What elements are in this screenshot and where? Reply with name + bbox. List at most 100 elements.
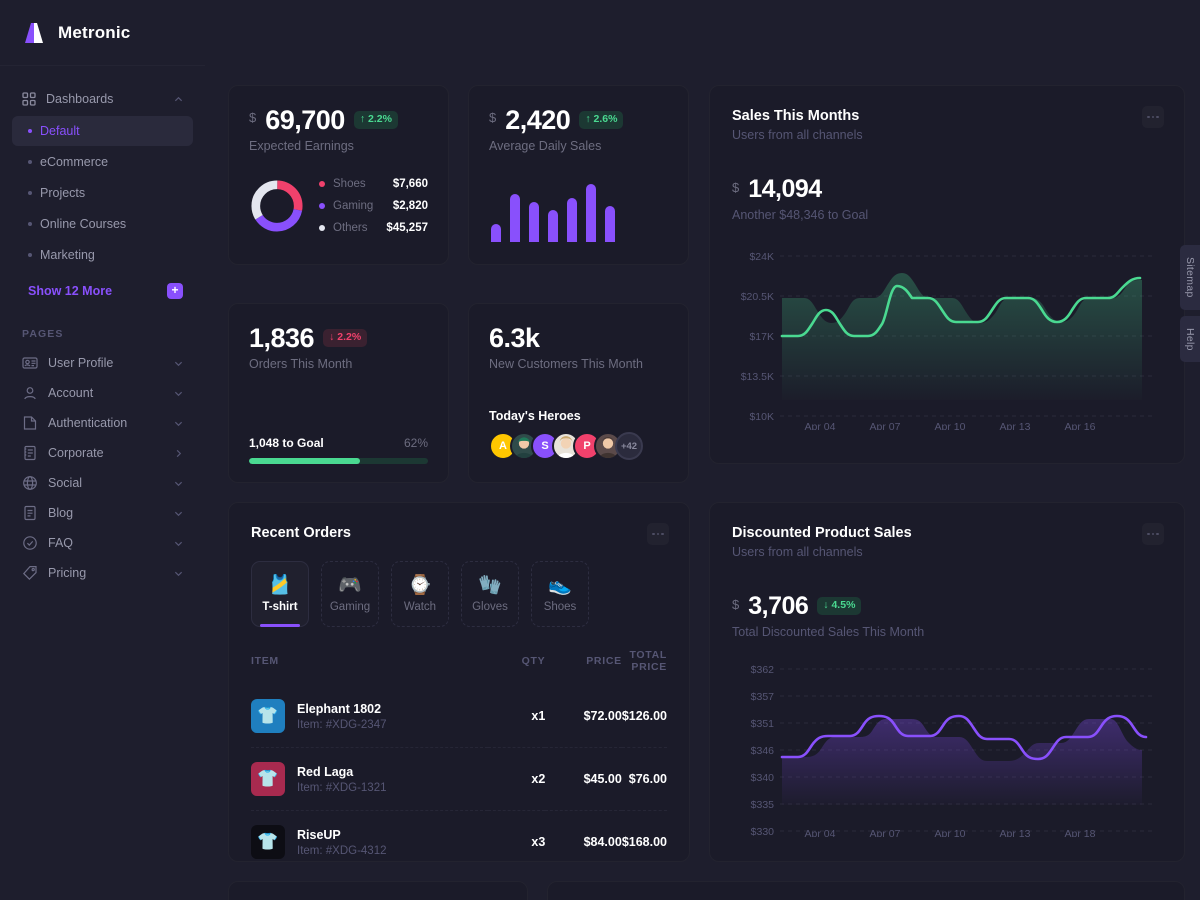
- table-row[interactable]: 👕 Elephant 1802 Item: #XDG-2347 x1 $72.0…: [251, 685, 667, 748]
- dashboards-submenu: Default eCommerce Projects Online Course…: [12, 116, 193, 306]
- badge-arrow-up-icon: ↑: [359, 113, 366, 126]
- product-sku: Item: #XDG-1321: [297, 781, 387, 794]
- product-total: $126.00: [621, 709, 667, 723]
- y-tick-label: $13.5K: [741, 371, 774, 383]
- chevron-down-icon: [174, 419, 183, 428]
- sidebar-item-user-profile[interactable]: User Profile: [12, 348, 193, 378]
- tab-label: Shoes: [543, 600, 577, 613]
- y-tick-label: $17K: [749, 331, 774, 343]
- watch-icon: ⌚: [408, 574, 432, 596]
- sidebar-item-label: Projects: [40, 186, 86, 200]
- sidebar-item-default[interactable]: Default: [12, 116, 193, 146]
- sidebar-item-label: Corporate: [48, 446, 104, 460]
- sidebar-item-authentication[interactable]: Authentication: [12, 408, 193, 438]
- show-more-label: Show 12 More: [28, 284, 113, 298]
- ellipsis-icon[interactable]: [1142, 106, 1164, 128]
- chevron-down-icon: [174, 509, 183, 518]
- progress-bar-track: [249, 458, 428, 464]
- sidebar-item-ecommerce[interactable]: eCommerce: [12, 147, 193, 177]
- y-tick-label: $351: [751, 718, 775, 730]
- chevron-down-icon: [174, 479, 183, 488]
- tab-watch[interactable]: ⌚ Watch: [391, 561, 449, 627]
- discount-note: Total Discounted Sales This Month: [732, 625, 925, 640]
- show-more-button[interactable]: Show 12 More +: [12, 276, 193, 306]
- sidebar-item-projects[interactable]: Projects: [12, 178, 193, 208]
- brand[interactable]: Metronic: [0, 0, 205, 66]
- sidebar-item-marketing[interactable]: Marketing: [12, 240, 193, 270]
- product-name: RiseUP: [297, 827, 341, 842]
- x-tick-label: Apr 16: [1065, 421, 1096, 430]
- badge-value: 2.6%: [593, 113, 618, 126]
- tab-tshirt[interactable]: 🎽 T-shirt: [251, 561, 309, 627]
- bullet-icon: [22, 160, 40, 164]
- expected-earnings-value-row: $ 69,700 ↑ 2.2%: [249, 106, 428, 134]
- ellipsis-icon[interactable]: [1142, 523, 1164, 545]
- avatar-more-count: +42: [620, 440, 638, 452]
- grid-icon: [22, 92, 36, 106]
- right-rail: Sitemap Help: [1180, 245, 1200, 363]
- table-row[interactable]: 👕 RiseUP Item: #XDG-4312 x3 $84.00 $168.…: [251, 810, 667, 873]
- expected-earnings-label: Expected Earnings: [249, 139, 354, 154]
- sales-goal-note: Another $48,346 to Goal: [732, 208, 869, 223]
- column-header-qty: QTY: [521, 655, 546, 667]
- sidebar-item-pricing[interactable]: Pricing: [12, 558, 193, 588]
- bullet-icon: [22, 222, 40, 226]
- rail-tab-sitemap[interactable]: Sitemap: [1180, 245, 1200, 310]
- bar: [529, 202, 539, 243]
- sidebar-item-label: FAQ: [48, 536, 74, 550]
- bar: [586, 184, 596, 243]
- product-thumbnail: 👕: [251, 699, 285, 733]
- recent-orders-table: ITEM QTY PRICE TOTAL PRICE 👕: [251, 649, 667, 873]
- status-badge: ↑ 2.2%: [353, 111, 398, 129]
- legend-dot-icon: [319, 181, 325, 188]
- column-header-total-price: TOTAL PRICE: [629, 649, 667, 673]
- chevron-right-icon: [174, 449, 183, 458]
- product-sku: Item: #XDG-4312: [297, 844, 387, 857]
- orders-value: 1,836: [249, 323, 315, 353]
- bar: [491, 224, 501, 243]
- chevron-up-icon: [174, 95, 183, 104]
- orders-value-row: 1,836 ↓ 2.2%: [249, 324, 428, 352]
- brand-name: Metronic: [58, 22, 131, 42]
- file-text-icon: [22, 505, 38, 521]
- status-badge: ↑ 2.6%: [579, 111, 624, 129]
- y-tick-label: $10K: [749, 411, 774, 423]
- page-title: Sales This Months: [732, 108, 860, 124]
- avatar-group: A S: [489, 432, 643, 460]
- y-tick-label: $340: [751, 772, 775, 784]
- sidebar-item-faq[interactable]: FAQ: [12, 528, 193, 558]
- document-icon: [22, 415, 38, 431]
- product-price: $45.00: [545, 747, 622, 811]
- tab-gloves[interactable]: 🧤 Gloves: [461, 561, 519, 627]
- sidebar-item-social[interactable]: Social: [12, 468, 193, 498]
- legend-label: Shoes: [333, 178, 366, 191]
- currency-symbol: $: [489, 110, 497, 125]
- sidebar-item-online-courses[interactable]: Online Courses: [12, 209, 193, 239]
- goal-label: 1,048 to Goal: [249, 436, 324, 450]
- plus-icon[interactable]: +: [167, 283, 183, 299]
- avatar-initial: S: [541, 440, 549, 452]
- legend-item: Gaming $2,820: [319, 195, 428, 217]
- product-price: $84.00: [545, 810, 622, 873]
- sidebar-item-corporate[interactable]: Corporate: [12, 438, 193, 468]
- discount-value: 3,706: [748, 592, 809, 620]
- avatar-more[interactable]: +42: [615, 432, 643, 460]
- shoe-icon: 👟: [548, 574, 572, 596]
- sidebar-item-label: eCommerce: [40, 155, 109, 169]
- table-row[interactable]: 👕 Red Laga Item: #XDG-1321 x2 $45.00 $76…: [251, 747, 667, 811]
- column-header-price: PRICE: [586, 655, 622, 667]
- y-tick-label: $357: [751, 691, 775, 703]
- tab-label: Gaming: [329, 600, 371, 613]
- tab-shoes[interactable]: 👟 Shoes: [531, 561, 589, 627]
- x-tick-label: Apr 10: [935, 828, 966, 837]
- rail-tab-help[interactable]: Help: [1180, 315, 1200, 363]
- ellipsis-icon[interactable]: [647, 523, 669, 545]
- card-sales-this-months: Sales This Months Users from all channel…: [709, 85, 1185, 464]
- x-tick-label: Apr 04: [805, 421, 836, 430]
- sidebar-item-account[interactable]: Account: [12, 378, 193, 408]
- sales-area-chart: $24K $20.5K $17K $13.5K $10K Apr 04 Apr …: [732, 240, 1162, 435]
- sidebar-item-blog[interactable]: Blog: [12, 498, 193, 528]
- sidebar-item-dashboards[interactable]: Dashboards: [12, 84, 193, 114]
- currency-symbol: $: [732, 180, 740, 195]
- tab-gaming[interactable]: 🎮 Gaming: [321, 561, 379, 627]
